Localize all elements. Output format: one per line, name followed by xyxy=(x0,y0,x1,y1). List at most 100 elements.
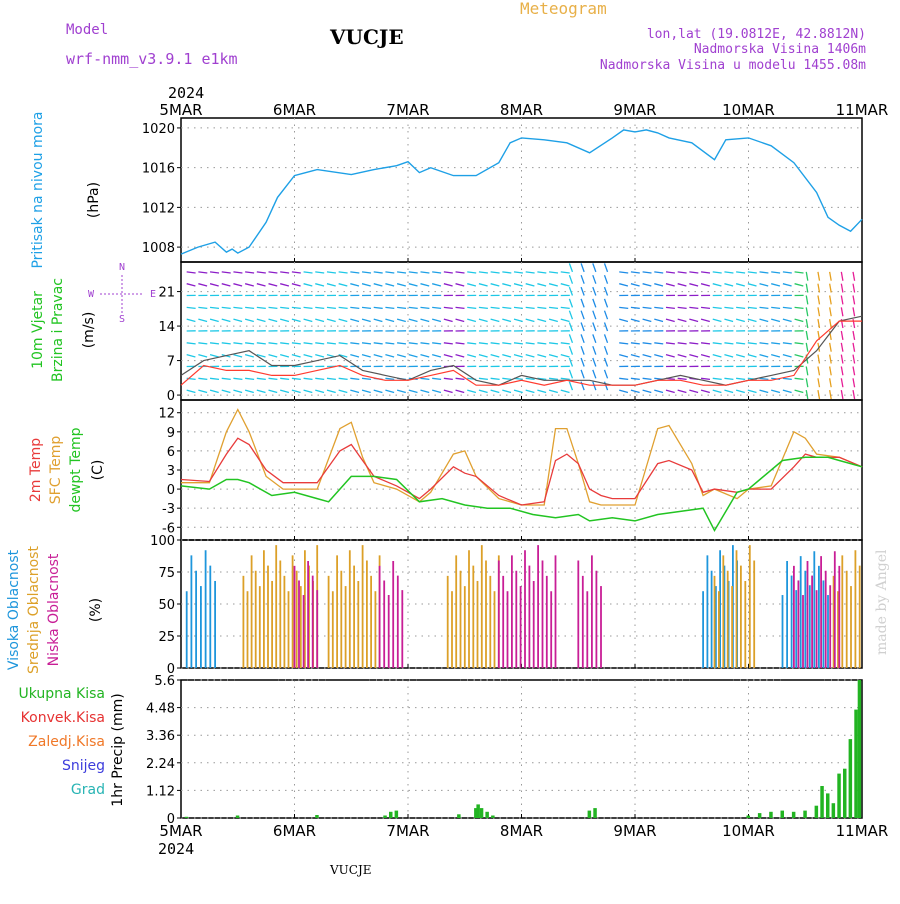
wind-barb xyxy=(467,307,476,308)
temp-panel-ytick-label: 0 xyxy=(167,483,175,498)
wind-barb xyxy=(771,390,780,392)
precip-bar xyxy=(236,816,240,819)
precip-bar xyxy=(476,804,480,818)
wind-barb xyxy=(456,284,465,286)
precip-panel-ytick-label: 4.48 xyxy=(146,702,175,717)
wind-barb xyxy=(593,275,596,283)
wind-barb xyxy=(760,343,769,344)
wind-barb xyxy=(304,378,313,379)
wind-barb xyxy=(350,319,359,321)
wind-barb xyxy=(374,355,383,357)
x-tick-label-bottom: 10MAR xyxy=(722,822,775,840)
wind-barb xyxy=(643,284,652,286)
cloud-panel-ytick-label: 25 xyxy=(158,630,175,645)
wind-barb xyxy=(198,390,207,392)
wind-barb xyxy=(491,355,500,357)
wind-barb xyxy=(701,272,710,273)
model-label: Model xyxy=(66,22,108,38)
wind-barb xyxy=(830,296,832,305)
wind-barb xyxy=(187,343,196,344)
wind-barb xyxy=(830,319,832,328)
wind-barb xyxy=(818,307,820,316)
wind-barb xyxy=(432,284,441,286)
wind-barb xyxy=(432,378,441,379)
pressure-panel-ytick-label: 1008 xyxy=(142,241,175,256)
wind-barb xyxy=(666,307,675,308)
wind-barb xyxy=(581,323,584,332)
pressure-unit: (hPa) xyxy=(86,182,102,218)
wind-barb xyxy=(269,390,278,392)
wind-barb xyxy=(818,366,820,375)
wind-barb xyxy=(257,390,266,392)
wind-barb xyxy=(783,355,792,357)
wind-barb xyxy=(350,390,359,392)
wind-barb xyxy=(280,343,289,344)
wind-barb xyxy=(292,355,301,357)
wind-barb xyxy=(385,319,394,321)
wind-barb xyxy=(467,355,476,357)
wind-barb xyxy=(701,307,710,308)
wind-barb xyxy=(339,319,348,321)
wind-barb xyxy=(713,343,722,344)
wind-barb xyxy=(339,390,348,392)
wind-barb xyxy=(818,378,820,387)
wind-barb xyxy=(771,284,780,286)
wind-barb xyxy=(605,370,608,378)
wind-barb xyxy=(327,390,336,392)
wind-barb xyxy=(605,275,608,283)
footer-station: VUCJE xyxy=(329,863,372,877)
wind-barb xyxy=(479,284,488,286)
wind-barb xyxy=(502,378,511,379)
wind-barb xyxy=(760,378,769,379)
wind-barb xyxy=(467,343,476,344)
x-tick-label-top: 7MAR xyxy=(386,101,429,119)
wind-barb xyxy=(561,343,570,344)
x-tick-label-top: 9MAR xyxy=(613,101,656,119)
wind-barb xyxy=(257,378,266,379)
wind-barb xyxy=(233,319,242,321)
wind-barb xyxy=(795,319,804,321)
wind-barb xyxy=(724,307,733,308)
wind-barb xyxy=(304,343,313,344)
wind-barb xyxy=(549,319,558,321)
wind-barb xyxy=(830,272,832,281)
wind-barb xyxy=(748,319,757,321)
wind-barb xyxy=(760,284,769,286)
wind-barb xyxy=(502,307,511,308)
wind-barb xyxy=(561,319,570,321)
wind-barb xyxy=(549,390,558,392)
wind-barb xyxy=(362,390,371,392)
wind-barb xyxy=(605,311,608,319)
wind-barb xyxy=(643,343,652,344)
wind-barb xyxy=(689,272,698,273)
wind-barb xyxy=(830,355,832,364)
year-bottom: 2024 xyxy=(158,840,194,858)
wind-barb xyxy=(362,284,371,286)
wind-barb xyxy=(678,390,687,392)
wind-barb xyxy=(593,263,596,271)
wind-barb xyxy=(479,307,488,308)
pressure-panel-ytick-label: 1020 xyxy=(142,122,175,137)
wind-barb xyxy=(222,378,231,379)
wind-barb xyxy=(409,272,418,273)
wind-barb xyxy=(643,307,652,308)
wind-barb xyxy=(257,307,266,308)
x-tick-label-bottom: 9MAR xyxy=(613,822,656,840)
x-tick-label-top: 11MAR xyxy=(836,101,889,119)
wind-barb xyxy=(593,370,596,378)
wind-barb xyxy=(397,319,406,321)
wind-barb xyxy=(304,319,313,321)
wind-barb xyxy=(806,284,808,293)
wind-barb xyxy=(569,323,572,332)
wind-barb xyxy=(280,378,289,379)
precip-bar xyxy=(383,816,387,819)
wind-barb xyxy=(350,307,359,308)
wind-barb xyxy=(736,319,745,321)
wind-barb xyxy=(210,284,219,286)
wind-barb xyxy=(479,343,488,344)
wind-barb xyxy=(853,343,855,352)
precip-bar xyxy=(854,710,858,818)
wind-barb xyxy=(818,355,820,364)
wind-barb xyxy=(198,272,207,273)
wind-barb xyxy=(853,284,855,293)
